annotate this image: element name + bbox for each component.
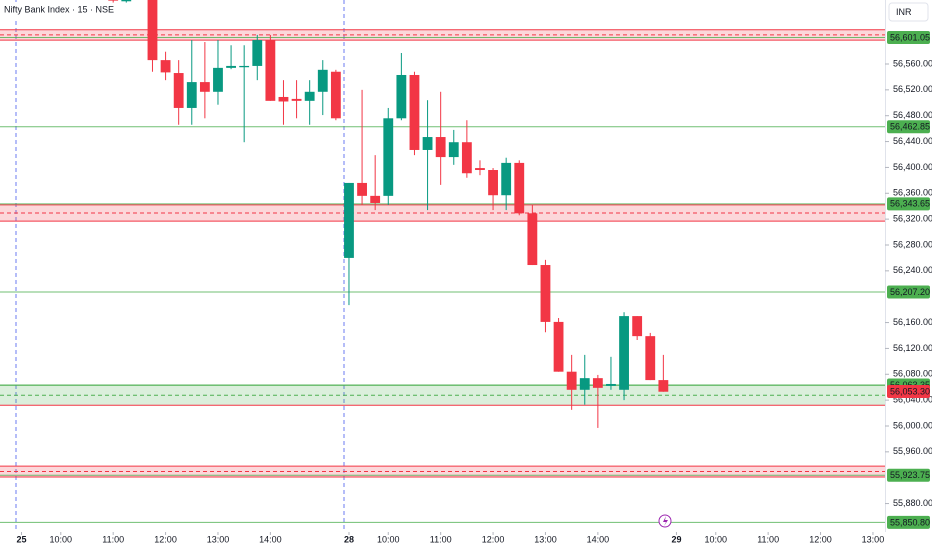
level-label-bg xyxy=(887,120,930,134)
candle-body xyxy=(291,98,302,101)
x-tick-label: 12:00 xyxy=(482,534,505,544)
candle-body xyxy=(344,182,354,258)
level-label: 56,601.05 xyxy=(890,32,930,42)
level-label: 56,063.35 xyxy=(890,380,930,390)
candle-body xyxy=(252,40,263,66)
level-label: 55,923.75 xyxy=(890,470,930,480)
y-tick-label: 55,960.00 xyxy=(893,446,932,456)
x-tick-label: 25 xyxy=(16,534,26,544)
candle-body xyxy=(357,182,367,196)
level-label-bg xyxy=(887,468,930,482)
candle-body xyxy=(330,71,341,119)
candle-body xyxy=(566,371,577,390)
x-tick-label: 13:00 xyxy=(534,534,557,544)
y-tick-label: 56,360.00 xyxy=(893,188,932,198)
candle-body xyxy=(186,82,197,108)
x-tick-label: 14:00 xyxy=(587,534,610,544)
candle-body xyxy=(553,321,564,372)
candle-body xyxy=(422,137,433,150)
y-tick-label: 56,000.00 xyxy=(893,420,932,430)
candle-body xyxy=(592,378,603,388)
y-tick-label: 56,480.00 xyxy=(893,110,932,120)
x-tick-label: 11:00 xyxy=(102,534,124,544)
candle-body xyxy=(199,82,210,92)
x-tick-label: 10:00 xyxy=(704,534,727,544)
candle-body xyxy=(658,380,669,392)
currency-label[interactable]: INR xyxy=(896,7,912,17)
x-tick-label: 11:00 xyxy=(430,534,452,544)
level-label-bg xyxy=(887,285,930,299)
candle-body xyxy=(579,378,590,390)
candle-body xyxy=(475,168,485,171)
y-tick-label: 56,080.00 xyxy=(893,369,932,379)
x-tick-label: 29 xyxy=(671,534,681,544)
y-tick-label: 55,880.00 xyxy=(893,498,932,508)
candle-body xyxy=(317,69,328,92)
candle-body xyxy=(448,142,459,158)
level-label-bg xyxy=(887,30,930,44)
candle-body xyxy=(304,91,315,101)
candle-body xyxy=(645,336,656,381)
y-tick-label: 56,400.00 xyxy=(893,162,932,172)
candle-body xyxy=(514,162,525,214)
candle-body xyxy=(108,0,119,1)
candle-body xyxy=(265,40,276,101)
candle-body xyxy=(239,65,250,68)
candle-body xyxy=(409,74,420,150)
level-label: 56,053.30 xyxy=(890,386,930,396)
plot-area xyxy=(0,0,885,523)
candle-body xyxy=(606,383,616,386)
candle-body xyxy=(632,316,643,337)
candle-body xyxy=(396,74,407,119)
candle-body xyxy=(370,195,381,203)
y-tick-label: 56,320.00 xyxy=(893,214,932,224)
level-label-bg xyxy=(887,385,930,399)
candle-body xyxy=(121,0,132,2)
candle-body xyxy=(619,316,629,390)
candle-body xyxy=(147,0,158,61)
x-tick-label: 13:00 xyxy=(207,534,230,544)
level-label-bg xyxy=(887,515,930,529)
y-tick-label: 56,240.00 xyxy=(893,265,932,275)
candle-body xyxy=(213,67,223,92)
y-tick-label: 56,440.00 xyxy=(893,136,932,146)
x-tick-label: 11:00 xyxy=(757,534,779,544)
y-tick-label: 56,040.00 xyxy=(893,395,932,405)
candle-body xyxy=(527,213,538,266)
y-tick-label: 56,120.00 xyxy=(893,343,932,353)
candle-body xyxy=(501,162,512,196)
level-label: 55,850.80 xyxy=(890,517,930,527)
x-tick-label: 12:00 xyxy=(809,534,832,544)
candle-body xyxy=(461,142,472,174)
title-bg xyxy=(0,2,104,18)
level-label: 56,207.20 xyxy=(890,287,930,297)
candle-body xyxy=(488,170,498,196)
x-tick-label: 12:00 xyxy=(154,534,177,544)
x-tick-label: 14:00 xyxy=(259,534,282,544)
candle-body xyxy=(226,65,236,68)
level-label: 56,462.85 xyxy=(890,122,930,132)
level-label-bg xyxy=(887,197,930,211)
y-tick-label: 56,520.00 xyxy=(893,84,932,94)
x-tick-label: 28 xyxy=(344,534,354,544)
y-tick-label: 56,160.00 xyxy=(893,317,932,327)
level-label: 56,343.65 xyxy=(890,199,930,209)
y-tick-label: 56,560.00 xyxy=(893,58,932,68)
candle-body xyxy=(278,96,289,102)
candle-body xyxy=(435,137,446,158)
x-tick-label: 10:00 xyxy=(50,534,73,544)
y-tick-label: 56,280.00 xyxy=(893,239,932,249)
x-tick-label: 10:00 xyxy=(377,534,400,544)
currency-button[interactable] xyxy=(888,2,929,22)
candle-body xyxy=(540,265,551,322)
x-tick-label: 13:00 xyxy=(862,534,885,544)
candle-body xyxy=(160,60,171,73)
candle-body xyxy=(383,118,394,196)
chart-title: Nifty Bank Index · 15 · NSE xyxy=(4,4,114,14)
candle-body xyxy=(173,73,184,108)
event-icon-bolt xyxy=(663,516,668,526)
